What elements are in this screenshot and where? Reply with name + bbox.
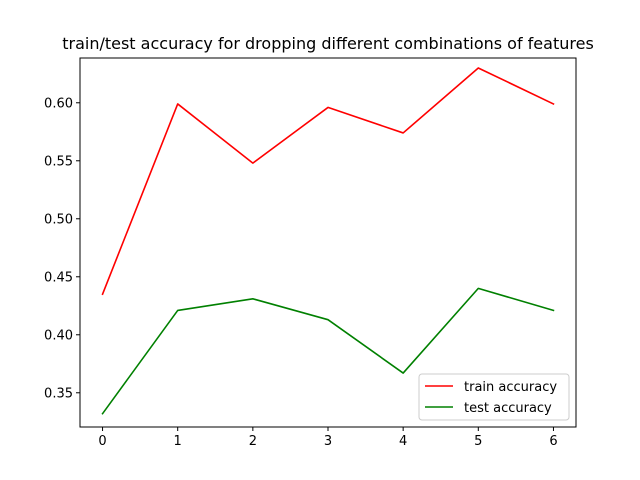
x-tick-label: 3 — [324, 434, 332, 449]
y-tick-label: 0.60 — [44, 96, 73, 111]
x-tick-label: 5 — [474, 434, 482, 449]
x-tick-label: 0 — [98, 434, 106, 449]
x-tick-label: 6 — [549, 434, 557, 449]
y-tick-label: 0.35 — [44, 386, 73, 401]
y-tick-label: 0.40 — [44, 328, 73, 343]
plot-area: 0 1 2 3 4 5 6 0.35 0.40 0.45 0.50 0.55 0.60 — [44, 57, 577, 449]
x-tick-label: 2 — [249, 434, 257, 449]
y-tick-label: 0.45 — [44, 270, 73, 285]
series-line-test-accuracy — [101, 287, 555, 415]
y-tick-label: 0.50 — [44, 212, 73, 227]
legend-label-train-accuracy: train accuracy — [464, 380, 557, 395]
x-tick-label: 4 — [399, 434, 407, 449]
series-line-train-accuracy — [101, 67, 555, 296]
legend-box — [418, 373, 570, 421]
y-tick-label: 0.55 — [44, 154, 73, 169]
x-tick-label: 1 — [174, 434, 182, 449]
chart-title: train/test accuracy for dropping differe… — [62, 34, 594, 53]
legend: train accuracy test accuracy — [418, 373, 570, 421]
legend-label-test-accuracy: test accuracy — [464, 401, 552, 416]
